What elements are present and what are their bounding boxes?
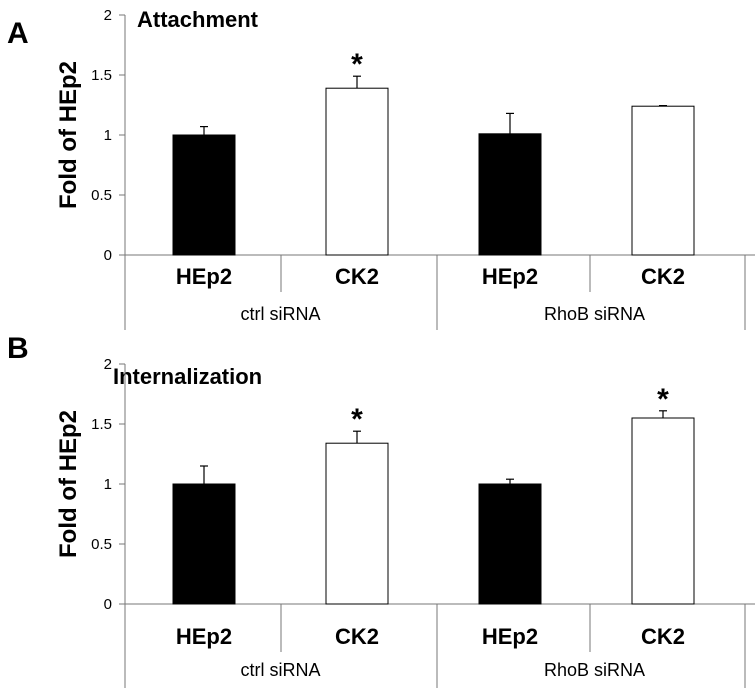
panel-b-category-label-3: HEp2 [482, 624, 538, 649]
panel-a-y-tick-label: 0 [104, 247, 112, 264]
panel-a-group-label-1: ctrl siRNA [241, 304, 321, 324]
panel-a-y-tick-label: 2 [104, 7, 112, 24]
panel-a-y-axis-label: Fold of HEp2 [55, 61, 82, 209]
panel-a-bar-4 [631, 105, 695, 256]
panel-a-bar-2 [325, 87, 389, 256]
panel-a-category-label-4: CK2 [641, 264, 685, 289]
panel-b-bar-1 [172, 483, 236, 605]
panel-b-bar-2 [325, 442, 389, 605]
panel-b-significance-4: * [657, 383, 669, 416]
panel-a-bar-3 [478, 133, 542, 256]
panel-b-group-label-1: ctrl siRNA [241, 660, 321, 680]
panel-a-letter: A [7, 17, 29, 50]
panel-b-bar-3 [478, 483, 542, 605]
panel-b-category-label-2: CK2 [335, 624, 379, 649]
panel-a-category-label-3: HEp2 [482, 264, 538, 289]
panel-a-y-tick-label: 0.5 [91, 187, 112, 204]
panel-a-group-label-2: RhoB siRNA [544, 304, 645, 324]
panel-b-y-tick-label: 1.5 [91, 416, 112, 433]
panel-b-y-axis-label: Fold of HEp2 [55, 410, 82, 558]
panel-a-y-tick-label: 1 [104, 127, 112, 144]
panel-a-category-label-1: HEp2 [176, 264, 232, 289]
panel-b-significance-2: * [351, 403, 363, 436]
panel-b-y-tick-label: 0 [104, 596, 112, 613]
panel-b-y-tick-label: 2 [104, 356, 112, 373]
panel-b-category-label-4: CK2 [641, 624, 685, 649]
panel-b-letter: B [7, 332, 29, 365]
panel-a-category-label-2: CK2 [335, 264, 379, 289]
panel-b-bar-4 [631, 417, 695, 605]
panel-b-title: Internalization [113, 364, 262, 389]
panel-a-bar-1 [172, 134, 236, 256]
panel-b-y-tick-label: 0.5 [91, 536, 112, 553]
panel-a-y-tick-label: 1.5 [91, 67, 112, 84]
panel-b-group-label-2: RhoB siRNA [544, 660, 645, 680]
panel-b-category-label-1: HEp2 [176, 624, 232, 649]
panel-a-title: Attachment [137, 7, 259, 32]
panel-a-significance-2: * [351, 48, 363, 81]
panel-b-y-tick-label: 1 [104, 476, 112, 493]
